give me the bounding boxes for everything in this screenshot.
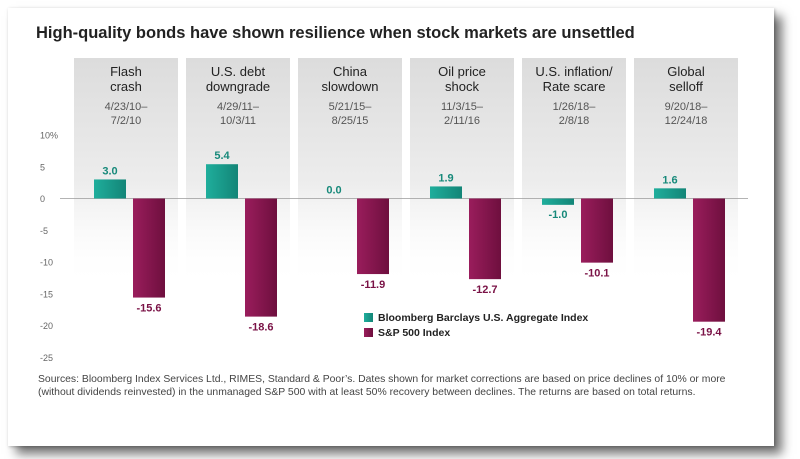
bond-bar <box>206 164 238 199</box>
date-range-label: 11/3/15– <box>441 101 484 113</box>
date-range-label: 8/25/15 <box>332 115 369 127</box>
y-tick-label: 5 <box>40 162 45 172</box>
category-label: China <box>333 64 368 79</box>
sp500-bar <box>581 198 613 263</box>
date-range-label: 4/23/10– <box>105 101 149 113</box>
category-label: downgrade <box>206 79 270 94</box>
date-range-label: 12/24/18 <box>665 115 708 127</box>
sp500-value-label: -12.7 <box>472 284 497 296</box>
date-range-label: 10/3/11 <box>220 115 256 127</box>
category-label: U.S. inflation/ <box>535 64 613 79</box>
sp500-value-label: -10.1 <box>584 268 609 280</box>
sp500-bar <box>693 198 725 322</box>
category-label: Global <box>667 64 705 79</box>
date-range-label: 9/20/18– <box>665 101 709 113</box>
sp500-bar <box>469 198 501 280</box>
category-label: shock <box>445 79 479 94</box>
bond-value-label: -1.0 <box>549 209 568 221</box>
bond-value-label: 1.9 <box>438 172 453 184</box>
y-tick-label: -15 <box>40 289 53 299</box>
bond-bar <box>430 186 462 199</box>
date-range-label: 1/26/18– <box>553 101 597 113</box>
sp500-value-label: -11.9 <box>361 279 385 291</box>
legend-swatch <box>364 328 373 337</box>
sources-note: Sources: Bloomberg Index Services Ltd., … <box>38 374 726 398</box>
category-label: Oil price <box>438 64 486 79</box>
y-tick-label: -25 <box>40 353 53 363</box>
bond-value-label: 0.0 <box>326 185 341 197</box>
date-range-label: 2/11/16 <box>444 115 480 127</box>
date-range-label: 4/29/11– <box>217 101 260 113</box>
category-label: selloff <box>669 79 703 94</box>
category-label: U.S. debt <box>211 64 266 79</box>
legend-label: S&P 500 Index <box>378 327 450 339</box>
category-label: Rate scare <box>543 79 606 94</box>
legend-swatch <box>364 313 373 322</box>
y-tick-label: 0 <box>40 194 45 204</box>
category-label: slowdown <box>321 79 378 94</box>
date-range-label: 7/2/10 <box>111 115 142 127</box>
bond-bar <box>654 188 686 199</box>
legend-label: Bloomberg Barclays U.S. Aggregate Index <box>378 312 588 324</box>
bond-value-label: 3.0 <box>102 165 117 177</box>
sp500-bar <box>245 198 277 317</box>
bond-bar <box>94 179 126 199</box>
bond-value-label: 1.6 <box>662 174 677 186</box>
chart-title: High-quality bonds have shown resilience… <box>36 24 635 42</box>
sp500-bar <box>357 198 389 275</box>
category-label: Flash <box>110 64 142 79</box>
y-tick-label: -5 <box>40 226 48 236</box>
date-range-label: 2/8/18 <box>559 115 590 127</box>
sp500-value-label: -15.6 <box>136 303 161 315</box>
category-label: crash <box>110 79 142 94</box>
date-range-label: 5/21/15– <box>329 101 373 113</box>
y-tick-label: -20 <box>40 321 53 331</box>
bond-bar <box>542 198 574 205</box>
sp500-value-label: -19.4 <box>696 327 722 339</box>
sp500-value-label: -18.6 <box>248 322 273 334</box>
bond-value-label: 5.4 <box>214 150 230 162</box>
y-tick-label: 10% <box>40 131 58 141</box>
sp500-bar <box>133 198 165 298</box>
y-tick-label: -10 <box>40 258 53 268</box>
